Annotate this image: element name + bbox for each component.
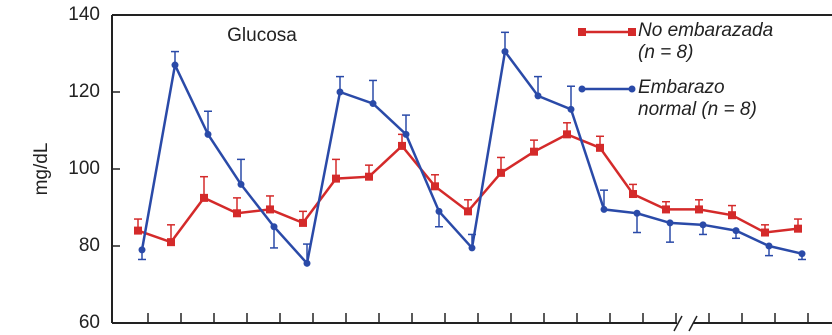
marker [633,209,641,217]
marker [303,259,311,267]
y-tick-label: 100 [68,158,100,179]
marker [798,250,806,258]
legend-marker [628,28,636,36]
marker [530,147,538,156]
marker [167,238,175,247]
y-tick-label: 80 [79,235,100,256]
marker [666,219,674,227]
marker [695,205,703,214]
legend-marker [578,28,586,36]
marker [365,172,373,181]
axis-break [673,315,683,332]
marker [567,105,575,113]
marker [332,174,340,183]
marker [732,227,740,235]
marker [299,218,307,227]
marker [134,226,142,235]
marker [233,209,241,218]
legend-marker [628,85,636,93]
marker [464,207,472,216]
marker [596,143,604,152]
marker [629,190,637,199]
marker [468,244,476,252]
marker [662,205,670,214]
marker [501,48,509,56]
legend-label: Embarazo normal (n = 8) [638,77,757,121]
marker [534,92,542,100]
marker [600,205,608,213]
marker [171,61,179,69]
marker [336,88,344,96]
marker [266,205,274,214]
y-axis-label: mg/dL [31,143,52,196]
marker [563,130,571,139]
annotation: Glucosa [227,25,297,46]
marker [138,246,146,254]
marker [270,223,278,231]
y-tick-label: 120 [68,81,100,102]
marker [765,242,773,250]
legend-marker [578,85,586,93]
marker [204,130,212,138]
marker [794,224,802,233]
marker [237,180,245,188]
marker [398,141,406,150]
legend-label: No embarazada (n = 8) [638,20,774,64]
series-line [137,132,799,244]
marker [699,221,707,229]
marker [435,207,443,215]
marker [369,100,377,108]
y-tick-label: 60 [79,312,100,333]
axis-break [688,315,698,332]
marker [431,182,439,191]
y-tick-label: 140 [68,4,100,25]
marker [497,168,505,177]
marker [200,193,208,202]
marker [402,130,410,138]
marker [761,228,769,237]
marker [728,211,736,220]
